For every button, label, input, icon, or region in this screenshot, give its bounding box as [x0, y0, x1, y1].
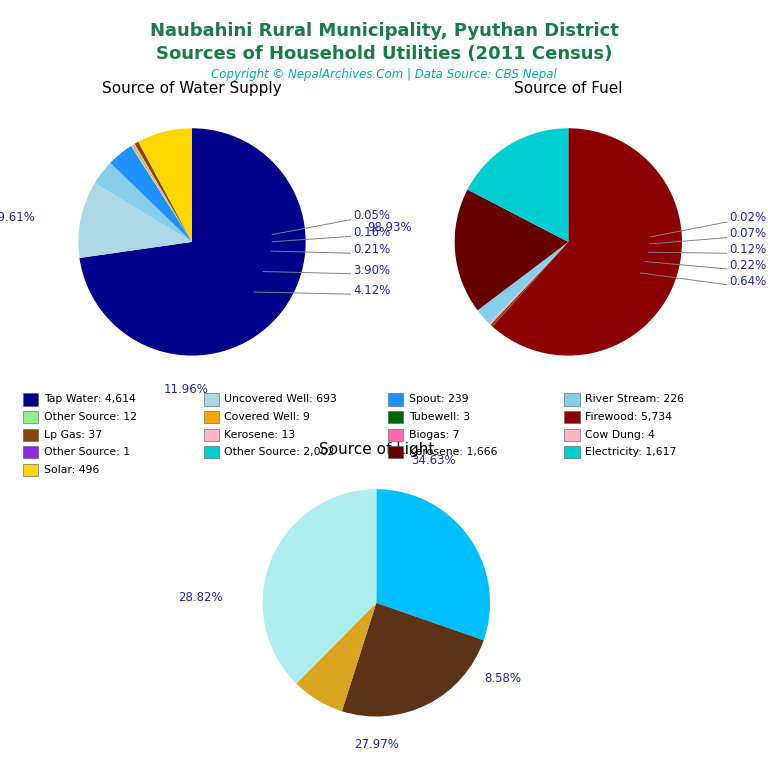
Wedge shape [94, 163, 192, 242]
Text: River Stream: 226: River Stream: 226 [585, 394, 684, 405]
Text: Copyright © NepalArchives.Com | Data Source: CBS Nepal: Copyright © NepalArchives.Com | Data Sou… [211, 68, 557, 81]
Wedge shape [132, 144, 192, 242]
Text: Solar: 496: Solar: 496 [44, 465, 99, 475]
Wedge shape [138, 128, 192, 242]
Wedge shape [263, 489, 376, 684]
Wedge shape [455, 190, 568, 310]
Text: 0.12%: 0.12% [730, 243, 767, 257]
Text: 3.90%: 3.90% [353, 263, 390, 276]
Text: 4.12%: 4.12% [353, 284, 391, 297]
Title: Source of Fuel: Source of Fuel [514, 81, 623, 96]
Text: Cow Dung: 4: Cow Dung: 4 [585, 429, 655, 440]
Text: Electricity: 1,617: Electricity: 1,617 [585, 447, 677, 458]
Text: 28.82%: 28.82% [178, 591, 223, 604]
Wedge shape [79, 128, 306, 356]
Text: Tap Water: 4,614: Tap Water: 4,614 [44, 394, 136, 405]
Wedge shape [492, 128, 682, 356]
Text: Sources of Household Utilities (2011 Census): Sources of Household Utilities (2011 Cen… [156, 45, 612, 62]
Text: 8.58%: 8.58% [485, 673, 521, 686]
Wedge shape [490, 242, 568, 325]
Title: Source of Light: Source of Light [319, 442, 434, 457]
Wedge shape [133, 144, 192, 242]
Title: Source of Water Supply: Source of Water Supply [102, 81, 282, 96]
Wedge shape [342, 603, 484, 717]
Text: 0.22%: 0.22% [730, 259, 767, 272]
Wedge shape [78, 183, 192, 258]
Text: Kerosene: 13: Kerosene: 13 [224, 429, 296, 440]
Text: Uncovered Well: 693: Uncovered Well: 693 [224, 394, 337, 405]
Wedge shape [489, 242, 568, 324]
Text: Other Source: 2,002: Other Source: 2,002 [224, 447, 335, 458]
Text: 0.64%: 0.64% [730, 275, 767, 288]
Wedge shape [489, 242, 568, 323]
Wedge shape [138, 142, 192, 242]
Text: Kerosene: 1,666: Kerosene: 1,666 [409, 447, 497, 458]
Text: Firewood: 5,734: Firewood: 5,734 [585, 412, 672, 422]
Text: 0.21%: 0.21% [353, 243, 391, 257]
Text: Tubewell: 3: Tubewell: 3 [409, 412, 470, 422]
Text: Other Source: 1: Other Source: 1 [44, 447, 130, 458]
Wedge shape [376, 489, 490, 641]
Text: Other Source: 12: Other Source: 12 [44, 412, 137, 422]
Text: 27.97%: 27.97% [354, 738, 399, 751]
Text: 79.61%: 79.61% [0, 211, 35, 224]
Wedge shape [111, 146, 192, 242]
Text: Naubahini Rural Municipality, Pyuthan District: Naubahini Rural Municipality, Pyuthan Di… [150, 22, 618, 39]
Wedge shape [134, 142, 192, 242]
Text: 0.02%: 0.02% [730, 211, 766, 224]
Wedge shape [131, 145, 192, 242]
Text: 34.63%: 34.63% [411, 454, 455, 467]
Wedge shape [468, 128, 568, 242]
Text: 0.16%: 0.16% [353, 227, 391, 240]
Text: Covered Well: 9: Covered Well: 9 [224, 412, 310, 422]
Text: 0.05%: 0.05% [353, 209, 390, 222]
Wedge shape [134, 144, 192, 242]
Wedge shape [478, 242, 568, 323]
Text: 98.93%: 98.93% [367, 220, 412, 233]
Text: Spout: 239: Spout: 239 [409, 394, 468, 405]
Text: 11.96%: 11.96% [164, 383, 209, 396]
Text: Lp Gas: 37: Lp Gas: 37 [44, 429, 102, 440]
Text: 0.07%: 0.07% [730, 227, 766, 240]
Wedge shape [296, 603, 376, 711]
Wedge shape [491, 242, 568, 326]
Text: Biogas: 7: Biogas: 7 [409, 429, 459, 440]
